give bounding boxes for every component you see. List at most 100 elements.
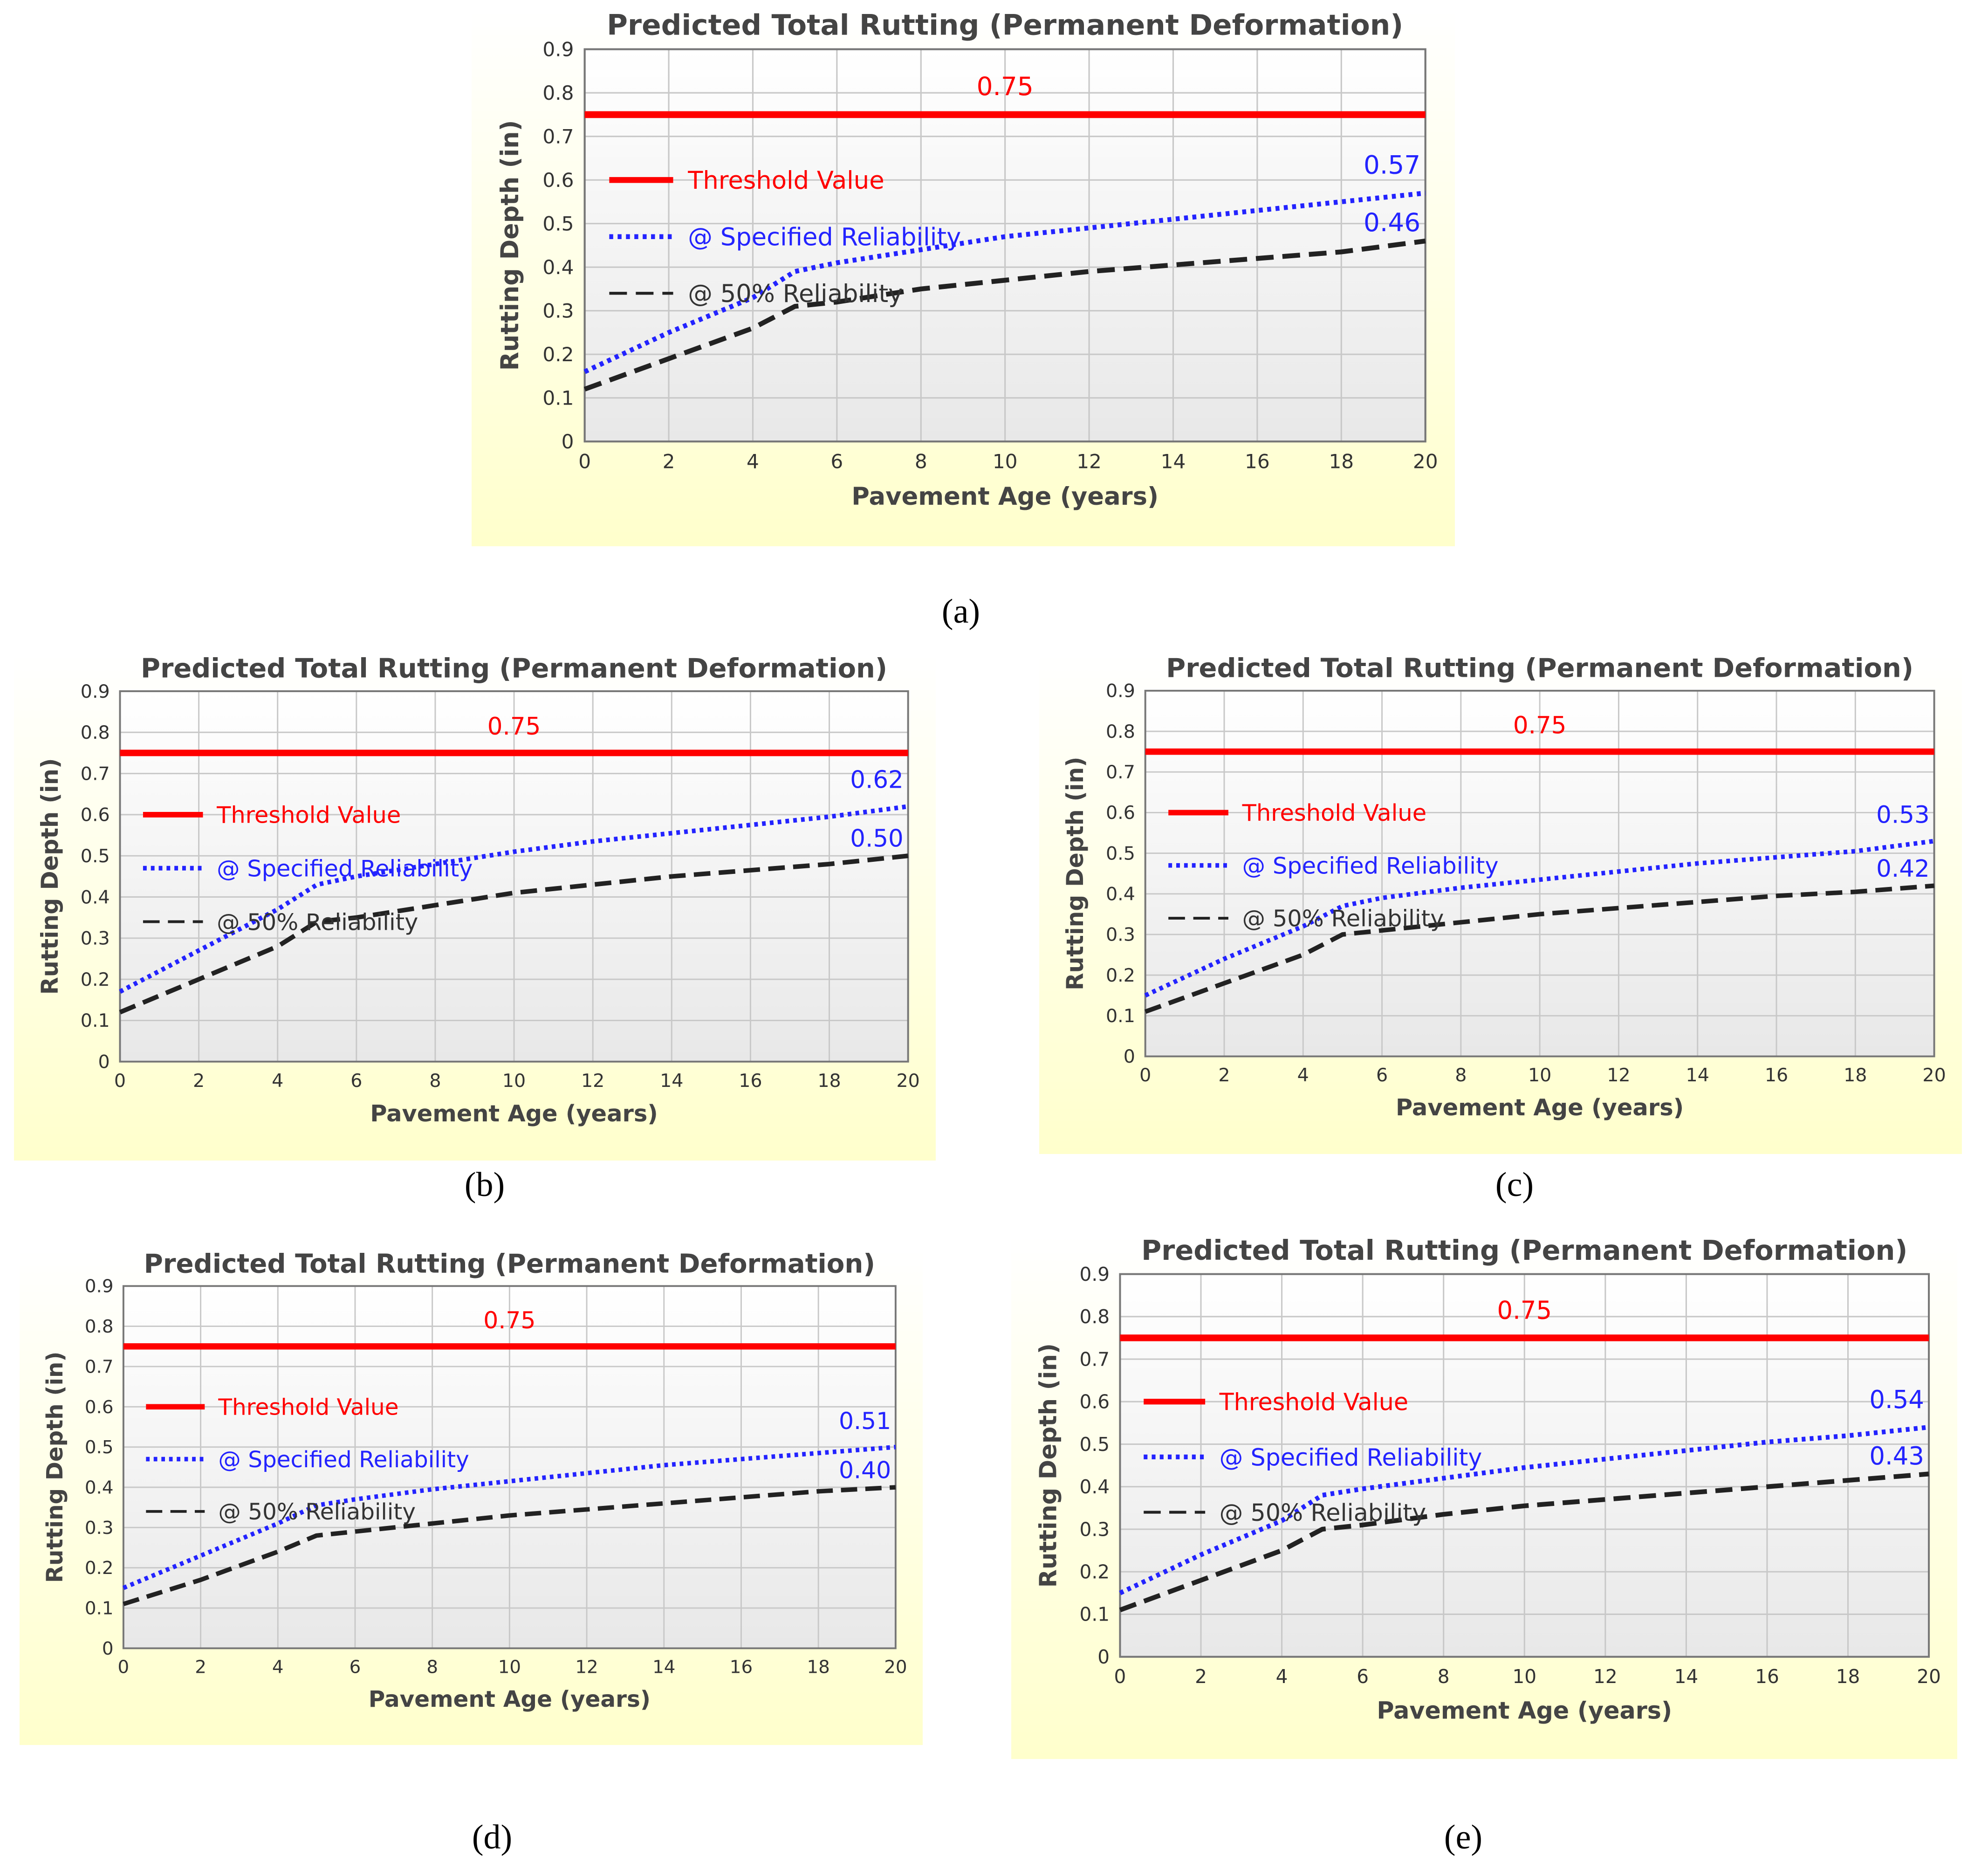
y-axis-label: Rutting Depth (in): [496, 120, 524, 371]
y-tick-label: 0.4: [542, 256, 574, 279]
x-tick-label: 12: [1607, 1065, 1630, 1086]
x-tick-label: 12: [1593, 1665, 1618, 1688]
x-tick-label: 6: [1357, 1665, 1369, 1688]
y-tick-label: 0.9: [542, 38, 574, 61]
x-tick-label: 2: [195, 1657, 206, 1678]
y-tick-label: 0.7: [542, 125, 574, 148]
x-tick-label: 20: [1917, 1665, 1941, 1688]
x-tick-label: 20: [884, 1657, 907, 1678]
series-line-fifty-percent-reliability: [1119, 1471, 1929, 1613]
y-tick-label: 0.4: [1080, 1476, 1110, 1498]
y-tick-label: 0.9: [81, 681, 110, 702]
y-tick-label: 0.7: [85, 1357, 114, 1378]
x-tick-label: 10: [498, 1657, 521, 1678]
y-tick-label: 0.7: [1106, 762, 1135, 783]
caption-c: (c): [1495, 1166, 1534, 1204]
x-tick-label: 16: [1755, 1665, 1779, 1688]
x-tick-label: 10: [1528, 1065, 1551, 1086]
legend-label: @ 50% Reliability: [688, 280, 903, 308]
series-end-label: 0.42: [1876, 855, 1930, 883]
y-tick-label: 0.2: [542, 343, 574, 366]
legend-label: @ Specified Reliability: [1220, 1443, 1482, 1471]
x-tick-label: 18: [1844, 1065, 1867, 1086]
chart-panel-e: Predicted Total Rutting (Permanent Defor…: [1011, 1236, 1957, 1759]
chart-svg-a: Predicted Total Rutting (Permanent Defor…: [472, 10, 1455, 546]
threshold-value-label: 0.75: [1513, 712, 1567, 740]
x-tick-label: 20: [1413, 450, 1438, 473]
chart-svg-b: Predicted Total Rutting (Permanent Defor…: [14, 654, 936, 1161]
series-end-label: 0.40: [839, 1457, 891, 1484]
chart-svg-d: Predicted Total Rutting (Permanent Defor…: [20, 1250, 923, 1745]
series-line-fifty-percent-reliability: [119, 853, 909, 1015]
caption-e: (e): [1444, 1818, 1483, 1856]
y-tick-label: 0.4: [81, 886, 110, 908]
y-axis-label: Rutting Depth (in): [36, 758, 63, 995]
x-tick-label: 2: [193, 1070, 205, 1092]
x-tick-label: 14: [1674, 1665, 1699, 1688]
y-tick-label: 0.9: [1080, 1263, 1110, 1285]
y-tick-label: 0.8: [542, 82, 574, 104]
y-tick-label: 0.2: [85, 1558, 114, 1579]
chart-panel-a: Predicted Total Rutting (Permanent Defor…: [472, 10, 1455, 546]
y-tick-label: 0: [102, 1638, 114, 1659]
x-tick-label: 0: [118, 1657, 130, 1678]
y-tick-label: 0.1: [81, 1010, 110, 1031]
threshold-value-label: 0.75: [1497, 1297, 1552, 1325]
series-line-specified-reliability: [583, 191, 1426, 374]
x-tick-label: 0: [1114, 1665, 1126, 1688]
x-tick-label: 14: [660, 1070, 683, 1092]
chart-svg-c: Predicted Total Rutting (Permanent Defor…: [1039, 654, 1962, 1154]
legend-label: @ Specified Reliability: [688, 223, 961, 252]
caption-d: (d): [472, 1818, 513, 1856]
x-tick-label: 10: [502, 1070, 526, 1092]
y-tick-label: 0.8: [81, 722, 110, 743]
y-tick-label: 0.1: [1106, 1006, 1135, 1027]
y-axis-label: Rutting Depth (in): [1035, 1343, 1062, 1588]
x-tick-label: 4: [1276, 1665, 1288, 1688]
x-tick-label: 0: [1139, 1065, 1151, 1086]
chart-svg-e: Predicted Total Rutting (Permanent Defor…: [1011, 1236, 1957, 1759]
y-tick-label: 0: [1124, 1046, 1135, 1067]
legend-label: @ Specified Reliability: [217, 855, 473, 882]
y-tick-label: 0.5: [542, 212, 574, 235]
x-tick-label: 4: [272, 1657, 284, 1678]
y-tick-label: 0.5: [1080, 1433, 1110, 1456]
threshold-value-label: 0.75: [487, 713, 541, 741]
x-tick-label: 16: [739, 1070, 762, 1092]
y-tick-label: 0.3: [542, 300, 574, 323]
y-tick-label: 0.4: [1106, 884, 1135, 905]
y-tick-label: 0: [98, 1051, 110, 1073]
x-tick-label: 6: [1376, 1065, 1388, 1086]
y-tick-label: 0.7: [1080, 1348, 1110, 1370]
x-tick-label: 16: [730, 1657, 753, 1678]
threshold-value-label: 0.75: [977, 71, 1034, 101]
y-tick-label: 0.3: [1080, 1518, 1110, 1540]
x-tick-label: 16: [1765, 1065, 1788, 1086]
y-tick-label: 0.7: [81, 763, 110, 784]
x-tick-label: 12: [1076, 450, 1102, 473]
chart-title: Predicted Total Rutting (Permanent Defor…: [144, 1250, 875, 1279]
plot-frame: [122, 1285, 897, 1649]
legend-label: @ Specified Reliability: [218, 1447, 469, 1473]
y-tick-label: 0: [562, 430, 574, 453]
x-tick-label: 4: [747, 450, 759, 473]
x-tick-label: 6: [830, 450, 843, 473]
x-tick-label: 0: [114, 1070, 126, 1092]
y-tick-label: 0.6: [542, 169, 574, 192]
y-tick-label: 0.2: [81, 969, 110, 990]
x-axis-label: Pavement Age (years): [370, 1100, 658, 1127]
chart-title: Predicted Total Rutting (Permanent Defor…: [1166, 654, 1913, 684]
caption-a: (a): [941, 592, 980, 631]
legend-label: Threshold Value: [218, 1395, 398, 1421]
y-tick-label: 0.6: [81, 804, 110, 826]
x-tick-label: 18: [807, 1657, 830, 1678]
chart-title: Predicted Total Rutting (Permanent Defor…: [141, 654, 887, 684]
series-end-label: 0.62: [850, 766, 903, 794]
x-tick-label: 10: [993, 450, 1018, 473]
x-tick-label: 2: [1218, 1065, 1230, 1086]
legend-label: Threshold Value: [1242, 799, 1427, 826]
y-tick-label: 0.5: [81, 845, 110, 867]
x-axis-label: Pavement Age (years): [1396, 1094, 1684, 1121]
x-tick-label: 12: [575, 1657, 598, 1678]
series-line-specified-reliability: [1119, 1424, 1929, 1595]
